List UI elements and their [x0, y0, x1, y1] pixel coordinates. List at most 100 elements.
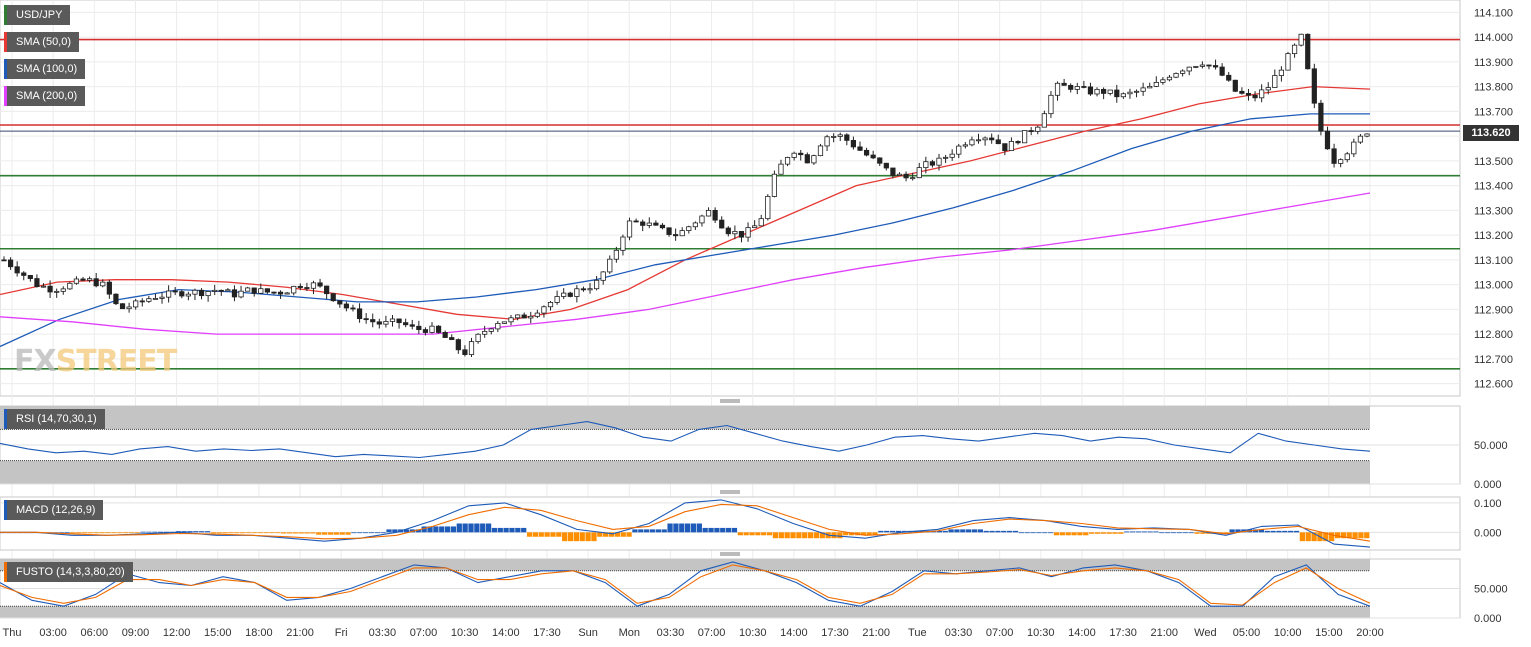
macd-histogram-bar	[526, 532, 533, 537]
macd-histogram-bar	[1106, 532, 1112, 534]
candle-up	[100, 281, 106, 287]
candle-up	[936, 157, 942, 166]
x-tick-label: 07:00	[698, 627, 726, 639]
macd-histogram-bar	[784, 532, 790, 539]
x-tick-label: 21:00	[286, 627, 314, 639]
macd-histogram-bar	[286, 532, 293, 534]
candle-up	[686, 226, 692, 231]
legend-sma-100[interactable]: SMA (100,0)	[4, 59, 86, 79]
macd-histogram-bar	[532, 532, 539, 537]
x-tick-label: Tue	[908, 627, 927, 639]
candle-down	[1087, 86, 1094, 95]
macd-histogram-bar	[649, 529, 656, 533]
macd-histogram-bar	[333, 532, 339, 535]
macd-histogram-bar	[152, 531, 158, 533]
macd-histogram-bar	[386, 529, 392, 533]
candle-up	[159, 296, 165, 299]
macd-histogram-bar	[474, 523, 480, 533]
candle-up	[1147, 85, 1153, 89]
macd-histogram-bar	[1047, 532, 1054, 534]
macd-histogram-bar	[81, 532, 88, 534]
candle-up	[765, 196, 771, 220]
indicator-line	[0, 421, 1371, 459]
candle-up	[646, 222, 652, 226]
macd-histogram-bar	[1252, 529, 1259, 533]
candle-up	[752, 225, 758, 229]
candle-down	[1239, 90, 1245, 94]
legend-symbol[interactable]: USD/JPY	[4, 5, 71, 25]
macd-histogram-bar	[1053, 532, 1060, 536]
candle-up	[1285, 53, 1291, 71]
macd-histogram-bar	[521, 527, 527, 533]
candle-up	[837, 134, 843, 137]
macd-histogram-bar	[433, 526, 439, 533]
macd-histogram-bar	[281, 532, 287, 534]
macd-histogram-bar	[1077, 532, 1083, 536]
candle-up	[699, 215, 705, 224]
macd-histogram-bar	[210, 532, 217, 534]
candle-up	[817, 145, 824, 157]
macd-histogram-bar	[1346, 532, 1352, 539]
candle-up	[1041, 113, 1047, 128]
macd-histogram-bar	[1223, 532, 1229, 534]
candle-down	[1232, 79, 1238, 92]
macd-histogram-bar	[368, 532, 375, 534]
macd-histogram-bar	[99, 532, 105, 534]
candle-down	[376, 321, 382, 325]
macd-histogram-bar	[1229, 529, 1235, 533]
legend-rsi[interactable]: RSI (14,70,30,1)	[4, 409, 105, 429]
candle-up	[962, 144, 968, 147]
candle-up	[514, 314, 521, 319]
macd-histogram-bar	[134, 532, 140, 534]
macd-histogram-bar	[1311, 532, 1317, 542]
candle-down	[172, 290, 178, 293]
candle-down	[231, 289, 238, 298]
candle-up	[534, 312, 540, 317]
candle-up	[166, 290, 172, 298]
candle-up	[975, 139, 982, 142]
macd-histogram-bar	[731, 527, 738, 533]
macd-histogram-bar	[374, 532, 380, 534]
macd-histogram-bar	[644, 529, 650, 533]
candle-up	[1193, 65, 1199, 68]
y-tick-label: 114.100	[1474, 7, 1513, 19]
macd-histogram-bar	[737, 532, 743, 536]
sma-line	[0, 113, 1370, 348]
legend-macd[interactable]: MACD (12,26,9)	[4, 500, 104, 520]
candle-up	[896, 173, 903, 176]
candle-up	[1127, 91, 1133, 95]
candle-down	[844, 134, 850, 141]
sub-y-tick-label: 0.000	[1474, 479, 1502, 491]
legend-sma-50[interactable]: SMA (50,0)	[4, 32, 80, 52]
macd-histogram-bar	[995, 530, 1001, 533]
candle-down	[403, 322, 409, 326]
candle-up	[692, 222, 698, 228]
macd-histogram-bar	[275, 532, 281, 534]
macd-panel: 0.100 0.000	[0, 490, 1502, 551]
macd-histogram-bar	[954, 529, 960, 533]
candle-up	[1272, 75, 1278, 88]
macd-histogram-bar	[76, 532, 82, 534]
macd-histogram-bar	[848, 532, 855, 536]
main-plot-area	[0, 0, 1461, 397]
candle-down	[580, 288, 587, 291]
macd-histogram-bar	[163, 531, 170, 533]
candle-down	[1219, 66, 1225, 76]
macd-histogram-bar	[357, 532, 363, 534]
candle-down	[1028, 130, 1034, 132]
macd-histogram-bar	[960, 529, 966, 533]
legend-sma-200[interactable]: SMA (200,0)	[4, 86, 86, 106]
macd-histogram-bar	[245, 532, 252, 534]
sub-y-tick-label: 50.000	[1474, 584, 1508, 596]
macd-histogram-bar	[1165, 532, 1171, 534]
macd-histogram-bar	[1088, 532, 1095, 534]
macd-histogram-bar	[655, 529, 661, 533]
x-tick-label: 18:00	[245, 627, 273, 639]
candle-up	[508, 317, 514, 323]
macd-histogram-bar	[146, 531, 152, 533]
x-tick-label: Wed	[1194, 627, 1216, 639]
macd-histogram-bar	[778, 532, 784, 539]
legend-fusto[interactable]: FUSTO (14,3,3,80,20)	[4, 562, 133, 582]
candle-up	[600, 271, 606, 281]
macd-histogram-bar	[819, 532, 825, 539]
